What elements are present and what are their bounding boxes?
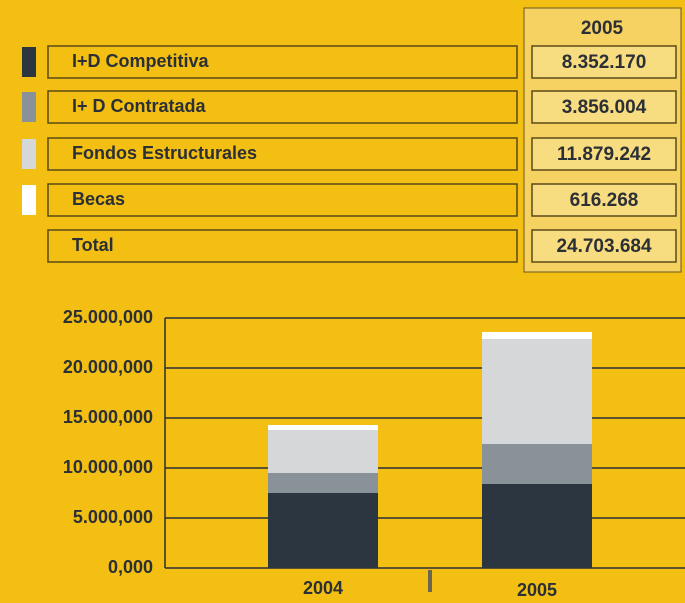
value-box xyxy=(531,229,677,263)
value-box xyxy=(531,45,677,79)
y-tick-label: 20.000,000 xyxy=(63,357,153,377)
bar-segment xyxy=(482,484,592,568)
value-box xyxy=(531,90,677,124)
row-label: I+ D Contratada xyxy=(72,96,207,116)
category-separator xyxy=(428,570,432,592)
bar-segment xyxy=(268,430,378,473)
row-value: 3.856.004 xyxy=(562,97,647,118)
bar-segment xyxy=(482,444,592,484)
bar-segment xyxy=(268,493,378,568)
row-label: Becas xyxy=(72,189,125,209)
value-box xyxy=(531,137,677,171)
bar-segment xyxy=(268,473,378,493)
legend-swatch xyxy=(22,47,36,77)
table-header: 2005 xyxy=(581,18,624,39)
y-tick-label: 10.000,000 xyxy=(63,457,153,477)
legend-swatch xyxy=(22,185,36,215)
bar-segment xyxy=(482,339,592,444)
row-label: Fondos Estructurales xyxy=(72,143,257,163)
y-tick-label: 15.000,000 xyxy=(63,407,153,427)
label-box xyxy=(47,137,518,171)
bar-segment xyxy=(268,425,378,430)
label-box xyxy=(47,90,518,124)
legend-swatch xyxy=(22,139,36,169)
row-value: 8.352.170 xyxy=(562,52,647,73)
y-tick-label: 25.000,000 xyxy=(63,307,153,327)
bar-segment xyxy=(482,332,592,339)
y-tick-label: 0,000 xyxy=(108,557,153,577)
value-box xyxy=(531,183,677,217)
label-box xyxy=(47,183,518,217)
legend-swatch xyxy=(22,92,36,122)
row-value: 616.268 xyxy=(570,190,639,211)
x-tick-label: 2004 xyxy=(303,578,343,598)
label-box xyxy=(47,45,518,79)
row-value: 24.703.684 xyxy=(556,236,652,257)
row-label: Total xyxy=(72,235,114,255)
y-tick-label: 5.000,000 xyxy=(73,507,153,527)
x-tick-label: 2005 xyxy=(517,580,557,600)
row-value: 11.879.242 xyxy=(557,144,651,165)
label-box xyxy=(47,229,518,263)
row-label: I+D Competitiva xyxy=(72,51,210,71)
